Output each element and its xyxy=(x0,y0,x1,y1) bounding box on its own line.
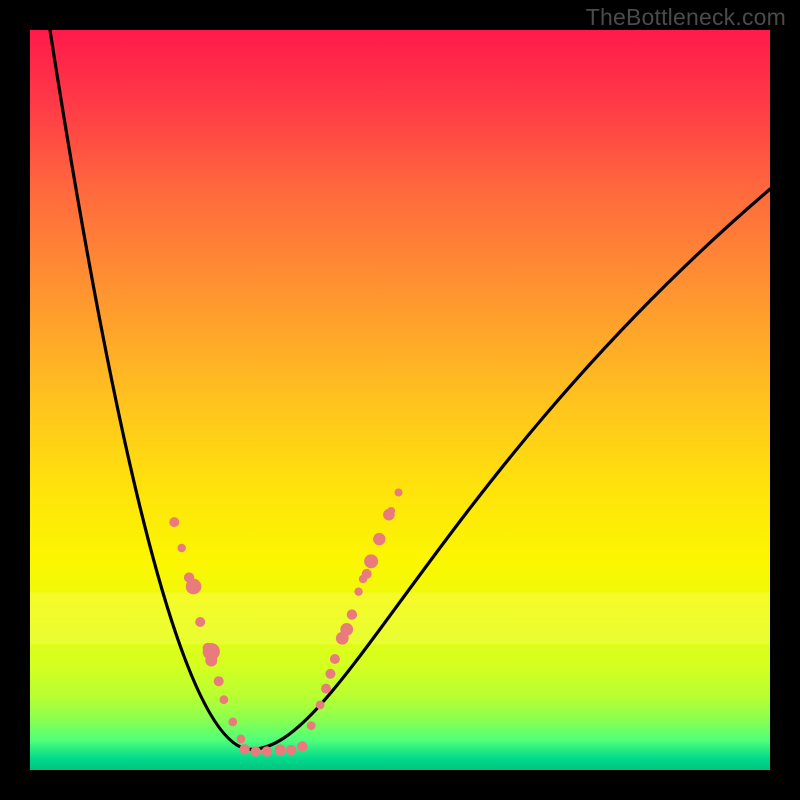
bottleneck-chart xyxy=(30,30,770,770)
data-point xyxy=(205,654,217,666)
data-point xyxy=(321,684,331,694)
gradient-background xyxy=(30,30,770,770)
data-point xyxy=(251,746,261,756)
data-point xyxy=(178,544,186,552)
data-point xyxy=(228,718,237,727)
data-point xyxy=(186,579,202,595)
stage: TheBottleneck.com xyxy=(0,0,800,800)
data-point xyxy=(297,741,307,751)
data-point xyxy=(395,489,403,497)
data-point xyxy=(262,746,272,756)
data-point xyxy=(387,507,395,515)
data-point xyxy=(325,669,335,679)
data-point xyxy=(354,587,362,595)
data-point xyxy=(347,609,357,619)
data-point xyxy=(373,533,385,545)
data-point xyxy=(330,654,340,664)
data-point xyxy=(362,569,372,579)
data-point xyxy=(237,735,246,744)
data-point xyxy=(275,744,286,755)
data-point xyxy=(219,695,228,704)
data-point xyxy=(286,745,296,755)
data-point xyxy=(195,617,205,627)
watermark-text: TheBottleneck.com xyxy=(586,4,786,31)
data-point xyxy=(169,517,179,527)
data-point xyxy=(340,623,353,636)
data-point xyxy=(239,744,249,754)
data-point xyxy=(214,676,224,686)
data-point xyxy=(364,554,378,568)
data-point xyxy=(307,721,316,730)
data-point xyxy=(316,700,325,709)
